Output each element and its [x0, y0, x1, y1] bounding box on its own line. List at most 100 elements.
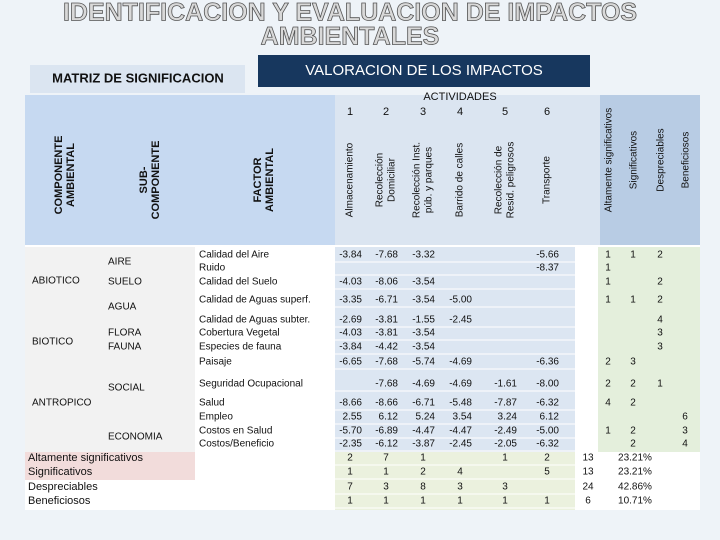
- count-cell: 3: [630, 357, 636, 368]
- subcomponent: FLORA: [108, 328, 142, 339]
- count-header: Altamente significativos: [604, 108, 615, 213]
- summary-value: 8: [420, 482, 426, 493]
- value-cell: -4.47: [449, 426, 472, 437]
- activity-header: Domiciliar: [387, 157, 398, 202]
- activity-number: 5: [502, 106, 508, 118]
- value-cell: -6.32: [536, 398, 559, 409]
- factor: Paisaje: [199, 357, 232, 368]
- value-cell: -7.68: [375, 379, 398, 390]
- count-cell: 2: [605, 357, 611, 368]
- value-cell: 6.12: [540, 412, 560, 423]
- value-cell: -5.00: [536, 426, 559, 437]
- count-cell: 2: [630, 398, 636, 409]
- value-cell: -3.84: [339, 342, 362, 353]
- value-cell: -2.45: [449, 315, 472, 326]
- count-cell: 2: [657, 295, 663, 306]
- subcomponent: SOCIAL: [108, 383, 145, 394]
- factor: Seguridad Ocupacional: [199, 379, 303, 390]
- factor: Especies de fauna: [199, 342, 282, 353]
- summary-value: 7: [347, 482, 353, 493]
- value-cell: -2.35: [339, 439, 362, 450]
- count-header: Beneficiosos: [681, 132, 692, 189]
- value-cell: -3.35: [339, 295, 362, 306]
- value-cell: -7.87: [494, 398, 517, 409]
- value-cell: 5.24: [416, 412, 436, 423]
- factor: Calidad del Aire: [199, 250, 269, 261]
- value-cell: -3.32: [412, 250, 435, 261]
- summary-value: 1: [502, 453, 508, 464]
- count-cell: 3: [657, 328, 663, 339]
- summary-percent: 42.86%: [618, 482, 652, 493]
- value-cell: -1.55: [412, 315, 435, 326]
- summary-value: 3: [383, 482, 389, 493]
- value-cell: -3.54: [412, 295, 435, 306]
- value-cell: -5.74: [412, 357, 435, 368]
- summary-label: Altamente significativos: [28, 452, 143, 464]
- count-cell: 2: [605, 379, 611, 390]
- value-cell: -4.03: [339, 328, 362, 339]
- header-activities-bg: [335, 95, 600, 245]
- summary-total: 13: [582, 467, 594, 478]
- summary-percent: 23.21%: [618, 453, 652, 464]
- count-cell: 1: [657, 379, 663, 390]
- value-cell: -3.81: [375, 315, 398, 326]
- value-cell: 3.54: [453, 412, 473, 423]
- activity-header: Recolección: [375, 153, 386, 207]
- activity-header: Resid. peligrosos: [506, 142, 517, 219]
- value-cell: 2.55: [343, 412, 363, 423]
- value-cell: -6.71: [375, 295, 398, 306]
- summary-value: 2: [544, 453, 550, 464]
- factor: Calidad de Aguas subter.: [199, 315, 310, 326]
- value-cell: -7.68: [375, 357, 398, 368]
- activity-number: 4: [457, 106, 463, 118]
- header-left-bg: [25, 95, 335, 245]
- value-cell: -8.00: [536, 379, 559, 390]
- count-cell: 1: [630, 295, 636, 306]
- count-cell: 2: [630, 439, 636, 450]
- value-cell: -2.45: [449, 439, 472, 450]
- value-cell: 6.12: [379, 412, 399, 423]
- value-cell: -8.06: [375, 277, 398, 288]
- factor: Empleo: [199, 412, 233, 423]
- summary-total: 6: [585, 496, 591, 507]
- right-header: VALORACION DE LOS IMPACTOS: [305, 62, 543, 79]
- value-cell: -5.00: [449, 295, 472, 306]
- count-cell: 2: [630, 379, 636, 390]
- summary-label: Significativos: [28, 466, 93, 478]
- values-bg: [335, 247, 575, 452]
- factor: Calidad del Suelo: [199, 277, 278, 288]
- value-cell: -7.68: [375, 250, 398, 261]
- value-cell: -4.69: [449, 357, 472, 368]
- value-cell: -2.69: [339, 315, 362, 326]
- summary-value: 5: [544, 467, 550, 478]
- activity-number: 3: [420, 106, 426, 118]
- count-cell: 1: [605, 277, 611, 288]
- left-header: MATRIZ DE SIGNIFICACION: [52, 70, 224, 85]
- summary-value: 1: [544, 496, 550, 507]
- summary-total: 13: [582, 453, 594, 464]
- subcomponent: SUELO: [108, 277, 142, 288]
- count-cell: 1: [605, 295, 611, 306]
- activity-header: Almacenamiento: [345, 142, 356, 217]
- activity-header: Recolección Inst.: [412, 142, 423, 218]
- value-cell: -6.32: [536, 439, 559, 450]
- count-cell: 4: [605, 398, 611, 409]
- activity-header: Recolección de: [494, 145, 505, 214]
- value-cell: -5.48: [449, 398, 472, 409]
- factor: Salud: [199, 398, 225, 409]
- count-cell: 4: [657, 315, 663, 326]
- count-cell: 1: [605, 426, 611, 437]
- component: ABIOTICO: [32, 276, 80, 287]
- count-cell: 1: [605, 263, 611, 274]
- activity-number: 1: [347, 106, 353, 118]
- count-header: Significativos: [629, 131, 640, 189]
- summary-value: 1: [383, 496, 389, 507]
- value-cell: -5.66: [536, 250, 559, 261]
- activity-header: púb. y parques: [424, 147, 435, 213]
- summary-total: 24: [582, 482, 594, 493]
- count-cell: 4: [682, 439, 688, 450]
- value-cell: -6.71: [412, 398, 435, 409]
- summary-label: Despreciables: [28, 481, 98, 493]
- value-cell: -1.61: [494, 379, 517, 390]
